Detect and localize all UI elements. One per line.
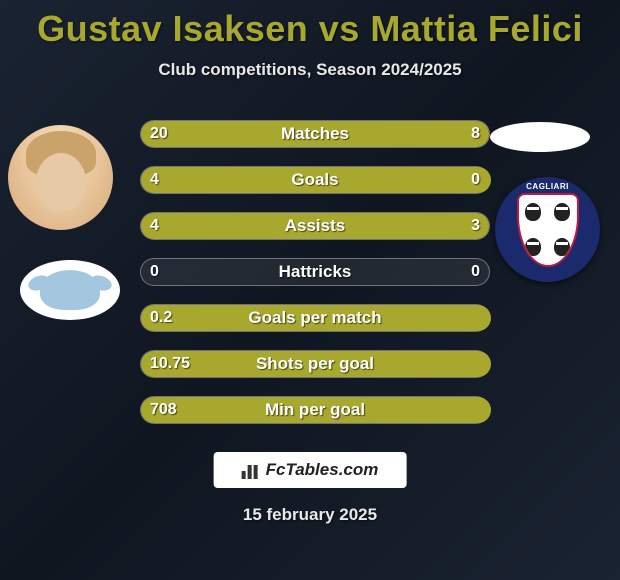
watermark: FcTables.com bbox=[214, 452, 407, 488]
stat-label: Shots per goal bbox=[140, 350, 490, 378]
cagliari-label: CAGLIARI bbox=[495, 182, 600, 191]
stat-label: Matches bbox=[140, 120, 490, 148]
stat-label: Assists bbox=[140, 212, 490, 240]
moor-head-icon bbox=[525, 238, 541, 256]
stat-label: Goals per match bbox=[140, 304, 490, 332]
stat-row: 208Matches bbox=[140, 120, 490, 152]
moor-head-icon bbox=[554, 238, 570, 256]
lazio-eagle-icon bbox=[40, 270, 100, 310]
club-badge-right: CAGLIARI bbox=[495, 177, 600, 282]
moor-head-icon bbox=[525, 203, 541, 221]
player-left-photo bbox=[8, 125, 113, 230]
cagliari-shield-icon bbox=[517, 193, 579, 267]
page-title: Gustav Isaksen vs Mattia Felici bbox=[0, 0, 620, 50]
hair-shape bbox=[26, 131, 96, 176]
stat-row: 10.75Shots per goal bbox=[140, 350, 490, 382]
stat-row: 0.2Goals per match bbox=[140, 304, 490, 336]
watermark-text: FcTables.com bbox=[266, 460, 379, 480]
stat-label: Min per goal bbox=[140, 396, 490, 424]
stat-row: 40Goals bbox=[140, 166, 490, 198]
stat-label: Goals bbox=[140, 166, 490, 194]
stat-row: 43Assists bbox=[140, 212, 490, 244]
date-label: 15 february 2025 bbox=[0, 505, 620, 525]
stats-container: 208Matches 40Goals 43Assists 00Hattricks 0.2… bbox=[140, 120, 490, 442]
bar-chart-icon bbox=[242, 461, 260, 479]
player-right-placeholder bbox=[490, 122, 590, 152]
subtitle: Club competitions, Season 2024/2025 bbox=[0, 60, 620, 80]
stat-row: 00Hattricks bbox=[140, 258, 490, 290]
stat-label: Hattricks bbox=[140, 258, 490, 286]
moor-head-icon bbox=[554, 203, 570, 221]
stat-row: 708Min per goal bbox=[140, 396, 490, 428]
club-badge-left bbox=[20, 260, 120, 320]
